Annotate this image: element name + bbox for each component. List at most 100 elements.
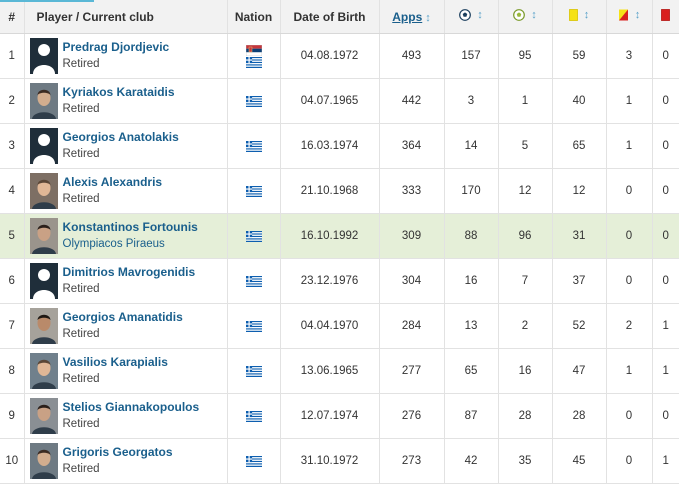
sort-arrows-icon[interactable]: ↕: [477, 9, 483, 21]
player-cell: Georgios Amanatidis Retired: [24, 303, 228, 349]
table-row: 2 Kyriakos Karataidis Retired 04.07.1965 442…: [0, 78, 679, 124]
red-cards-cell: 0: [652, 123, 679, 169]
goals-cell: 3: [444, 78, 499, 124]
greece-flag-icon: [245, 365, 262, 377]
current-club: Retired: [62, 328, 100, 340]
rank-cell: 10: [0, 438, 25, 484]
player-name-link[interactable]: Kyriakos Karataidis: [62, 85, 175, 99]
nation-cell: [227, 348, 281, 394]
second-yellow-cell: 0: [606, 213, 653, 259]
red-cards-cell: 0: [652, 78, 679, 124]
goals-cell: 87: [444, 393, 499, 439]
assists-cell: 96: [498, 213, 553, 259]
player-cell: Kyriakos Karataidis Retired: [24, 78, 228, 124]
player-avatar-photo[interactable]: [29, 83, 58, 119]
player-name-link[interactable]: Grigoris Georgatos: [62, 445, 173, 459]
player-avatar-placeholder[interactable]: [29, 263, 58, 299]
goals-cell: 42: [444, 438, 499, 484]
apps-cell: 364: [379, 123, 445, 169]
nation-cell: [227, 33, 281, 79]
table-row: 6 Dimitrios Mavrogenidis Retired 23.12.1976…: [0, 258, 679, 304]
player-cell: Grigoris Georgatos Retired: [24, 438, 228, 484]
dob-cell: 04.04.1970: [280, 303, 380, 349]
rank-header: #: [0, 0, 25, 34]
greece-flag-icon: [245, 140, 262, 152]
red-cards-cell: 0: [652, 213, 679, 259]
player-name-link[interactable]: Dimitrios Mavrogenidis: [62, 265, 196, 279]
yellow-card-icon[interactable]: [568, 9, 578, 21]
yellow-cards-cell: 65: [552, 123, 607, 169]
goals-ball-icon[interactable]: [459, 9, 472, 21]
goals-cell: 13: [444, 303, 499, 349]
table-row: 1 Predrag Djordjevic Retired 04.08.1972 493 1…: [0, 33, 679, 79]
apps-cell: 493: [379, 33, 445, 79]
player-cell: Konstantinos Fortounis Olympiacos Piraeus: [24, 213, 228, 259]
player-avatar-photo[interactable]: [29, 173, 58, 209]
sort-arrows-icon[interactable]: ↕: [583, 9, 590, 21]
nation-cell: [227, 438, 281, 484]
nation-cell: [227, 258, 281, 304]
player-avatar-placeholder[interactable]: [29, 38, 58, 74]
red-cards-header[interactable]: [652, 0, 679, 34]
player-avatar-placeholder[interactable]: [29, 128, 58, 164]
player-avatar-photo[interactable]: [29, 398, 58, 434]
current-club: Retired: [62, 58, 100, 70]
sort-arrows-icon[interactable]: ↕: [425, 11, 431, 24]
player-avatar-photo[interactable]: [29, 443, 58, 479]
dob-cell: 23.12.1976: [280, 258, 380, 304]
yellow-cards-cell: 59: [552, 33, 607, 79]
table-row: 9 Stelios Giannakopoulos Retired 12.07.1974…: [0, 393, 679, 439]
nation-header: Nation: [227, 0, 281, 34]
player-name-link[interactable]: Stelios Giannakopoulos: [62, 400, 200, 414]
apps-sort-link[interactable]: Apps: [392, 9, 423, 24]
player-name-link[interactable]: Predrag Djordjevic: [62, 40, 170, 54]
greece-flag-icon: [245, 455, 262, 467]
dob-header: Date of Birth: [280, 0, 380, 34]
dob-cell: 12.07.1974: [280, 393, 380, 439]
player-name-link[interactable]: Georgios Amanatidis: [62, 310, 183, 324]
second-yellow-cell: 1: [606, 348, 653, 394]
rank-cell: 8: [0, 348, 25, 394]
player-name-link[interactable]: Alexis Alexandris: [62, 175, 163, 189]
current-club: Retired: [62, 148, 100, 160]
serbia-flag-icon: [245, 44, 262, 56]
assists-cell: 95: [498, 33, 553, 79]
current-club[interactable]: Olympiacos Piraeus: [62, 238, 165, 250]
second-yellow-cell: 2: [606, 303, 653, 349]
nation-cell: [227, 213, 281, 259]
apps-cell: 304: [379, 258, 445, 304]
sort-arrows-icon[interactable]: ↕: [634, 9, 641, 21]
second-yellow-card-icon[interactable]: [618, 9, 629, 21]
assists-cell: 35: [498, 438, 553, 484]
table-row: 8 Vasilios Karapialis Retired 13.06.1965 277…: [0, 348, 679, 394]
assists-cell: 28: [498, 393, 553, 439]
assists-ball-icon[interactable]: [513, 9, 526, 21]
player-cell: Predrag Djordjevic Retired: [24, 33, 228, 79]
table-row: 5 Konstantinos Fortounis Olympiacos Piraeu…: [0, 213, 679, 259]
goals-header[interactable]: ↕: [444, 0, 499, 34]
nation-cell: [227, 393, 281, 439]
second-yellow-cell: 0: [606, 438, 653, 484]
sort-arrows-icon[interactable]: ↕: [531, 9, 537, 21]
player-name-link[interactable]: Konstantinos Fortounis: [62, 220, 198, 234]
player-cell: Georgios Anatolakis Retired: [24, 123, 228, 169]
apps-cell: 276: [379, 393, 445, 439]
player-avatar-photo[interactable]: [29, 218, 58, 254]
second-yellow-header[interactable]: ↕: [606, 0, 653, 34]
player-name-link[interactable]: Vasilios Karapialis: [62, 355, 168, 369]
yellow-cards-header[interactable]: ↕: [552, 0, 607, 34]
apps-header[interactable]: Apps ↕: [379, 0, 445, 34]
greece-flag-icon: [245, 410, 262, 422]
player-cell: Dimitrios Mavrogenidis Retired: [24, 258, 228, 304]
nation-cell: [227, 123, 281, 169]
dob-cell: 16.10.1992: [280, 213, 380, 259]
player-avatar-photo[interactable]: [29, 353, 58, 389]
assists-header[interactable]: ↕: [498, 0, 553, 34]
red-card-icon[interactable]: [661, 9, 671, 21]
table-row: 3 Georgios Anatolakis Retired 16.03.1974 364…: [0, 123, 679, 169]
goals-cell: 88: [444, 213, 499, 259]
active-tab-indicator: [0, 0, 94, 2]
apps-cell: 284: [379, 303, 445, 349]
player-name-link[interactable]: Georgios Anatolakis: [62, 130, 179, 144]
player-avatar-photo[interactable]: [29, 308, 58, 344]
